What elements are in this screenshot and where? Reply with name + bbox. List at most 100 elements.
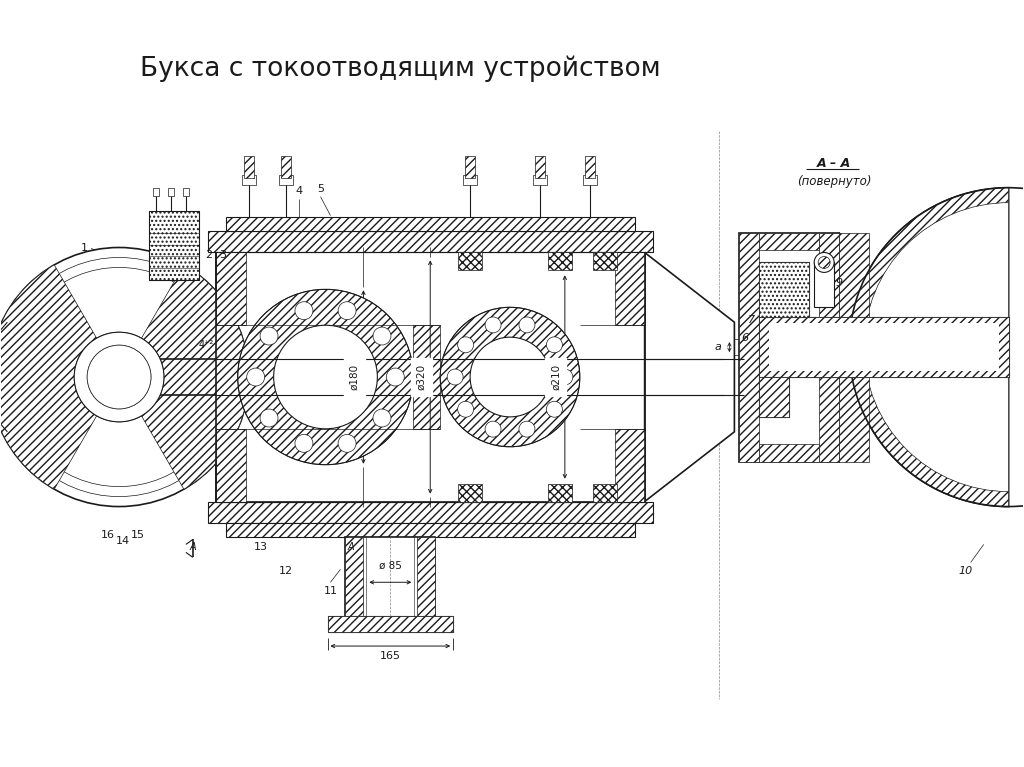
Bar bbox=[216, 252, 246, 325]
Bar bbox=[148, 211, 199, 281]
Text: А – А: А – А bbox=[817, 157, 851, 170]
Circle shape bbox=[295, 301, 313, 320]
Bar bbox=[760, 262, 809, 318]
Bar bbox=[760, 377, 790, 417]
Circle shape bbox=[338, 434, 356, 453]
Circle shape bbox=[519, 421, 535, 437]
Bar bbox=[279, 175, 293, 185]
Text: ø180: ø180 bbox=[349, 364, 359, 390]
Text: A: A bbox=[347, 542, 353, 552]
Circle shape bbox=[814, 252, 835, 272]
Text: 11: 11 bbox=[324, 586, 338, 596]
Text: 6: 6 bbox=[740, 333, 748, 343]
Text: 12: 12 bbox=[279, 566, 293, 576]
Circle shape bbox=[273, 325, 378, 429]
Circle shape bbox=[87, 345, 151, 409]
Bar bbox=[244, 156, 254, 178]
Text: 10: 10 bbox=[958, 566, 973, 576]
Circle shape bbox=[547, 337, 562, 353]
Bar bbox=[56, 123, 755, 661]
Bar bbox=[414, 325, 440, 429]
Circle shape bbox=[0, 248, 249, 506]
Bar bbox=[463, 175, 477, 185]
Bar bbox=[760, 377, 790, 417]
Bar bbox=[225, 524, 635, 538]
Wedge shape bbox=[74, 332, 164, 422]
Circle shape bbox=[547, 401, 562, 417]
Circle shape bbox=[818, 256, 830, 268]
Bar bbox=[760, 318, 1009, 377]
Circle shape bbox=[386, 368, 404, 386]
Text: ø210: ø210 bbox=[551, 364, 561, 390]
Text: 14: 14 bbox=[116, 536, 130, 546]
Circle shape bbox=[557, 369, 572, 385]
Bar bbox=[614, 252, 645, 325]
Text: a: a bbox=[715, 342, 722, 352]
Bar bbox=[532, 175, 547, 185]
Text: Букса с токоотводящим устройством: Букса с токоотводящим устройством bbox=[140, 56, 660, 82]
Bar bbox=[281, 156, 291, 178]
Wedge shape bbox=[238, 289, 414, 465]
Bar bbox=[208, 502, 652, 524]
Circle shape bbox=[9, 268, 228, 486]
Text: 1: 1 bbox=[81, 243, 88, 253]
Text: 7: 7 bbox=[748, 315, 755, 325]
Circle shape bbox=[373, 327, 391, 345]
Bar bbox=[585, 156, 595, 178]
Wedge shape bbox=[849, 188, 1009, 506]
Circle shape bbox=[338, 301, 356, 320]
Bar bbox=[614, 429, 645, 502]
Bar bbox=[548, 484, 571, 502]
Circle shape bbox=[373, 409, 391, 427]
Circle shape bbox=[519, 317, 535, 333]
Circle shape bbox=[74, 332, 164, 422]
Text: A: A bbox=[189, 542, 197, 552]
Bar bbox=[345, 538, 364, 632]
Bar bbox=[593, 252, 616, 271]
Bar bbox=[168, 188, 174, 196]
Bar bbox=[739, 232, 839, 462]
Text: 3: 3 bbox=[219, 251, 226, 261]
Bar bbox=[465, 156, 475, 178]
Circle shape bbox=[447, 369, 463, 385]
Polygon shape bbox=[645, 252, 734, 502]
Wedge shape bbox=[849, 188, 1009, 506]
Bar bbox=[345, 538, 435, 632]
Bar bbox=[769, 323, 998, 371]
Bar bbox=[593, 484, 616, 502]
Bar bbox=[760, 444, 819, 462]
Bar bbox=[216, 252, 645, 502]
Text: 4: 4 bbox=[295, 186, 302, 196]
Bar bbox=[328, 616, 454, 632]
Text: 4⁺²: 4⁺² bbox=[199, 340, 213, 351]
Bar bbox=[328, 616, 454, 632]
Circle shape bbox=[485, 317, 501, 333]
Bar bbox=[153, 188, 159, 196]
Text: 5: 5 bbox=[317, 184, 324, 194]
Bar bbox=[760, 318, 1009, 377]
Text: 2: 2 bbox=[205, 251, 212, 261]
Wedge shape bbox=[864, 202, 1009, 492]
Bar bbox=[183, 188, 188, 196]
Circle shape bbox=[260, 409, 278, 427]
Text: 165: 165 bbox=[380, 651, 400, 661]
Circle shape bbox=[247, 368, 264, 386]
Text: 13: 13 bbox=[254, 542, 267, 552]
Circle shape bbox=[485, 421, 501, 437]
Wedge shape bbox=[119, 265, 249, 489]
Circle shape bbox=[470, 337, 550, 417]
Bar bbox=[819, 232, 839, 462]
Bar bbox=[739, 232, 760, 462]
Circle shape bbox=[458, 401, 474, 417]
Text: (повернуто): (повернуто) bbox=[797, 175, 871, 188]
Circle shape bbox=[87, 345, 151, 409]
Bar bbox=[225, 216, 635, 231]
Bar bbox=[839, 232, 869, 462]
Polygon shape bbox=[839, 232, 864, 462]
Bar bbox=[216, 429, 246, 502]
Bar bbox=[583, 175, 597, 185]
Text: 16: 16 bbox=[101, 531, 115, 541]
Text: ø320: ø320 bbox=[416, 364, 426, 390]
Wedge shape bbox=[440, 308, 580, 446]
Text: 15: 15 bbox=[131, 531, 145, 541]
